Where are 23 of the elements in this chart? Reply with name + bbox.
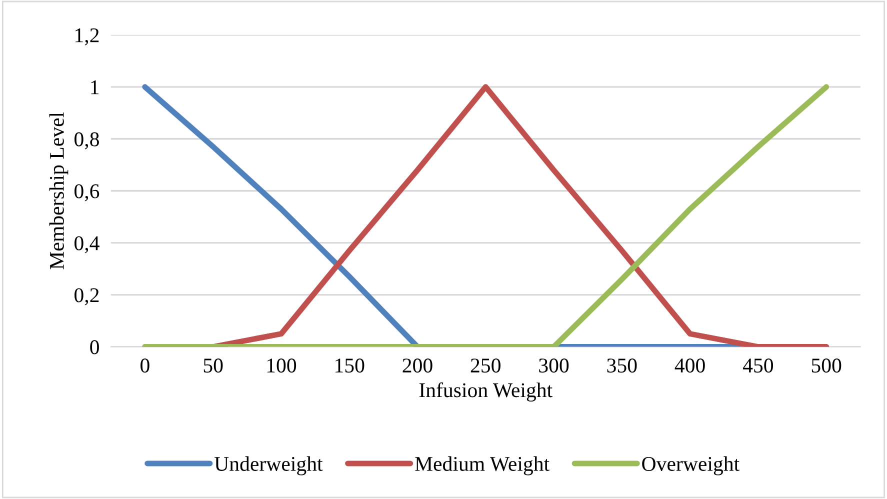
- y-tick-label: 0,4: [74, 236, 100, 254]
- x-tick-label: 50: [204, 358, 223, 373]
- x-axis-title: Infusion Weight: [419, 382, 552, 402]
- legend-label: Overweight: [642, 456, 740, 476]
- legend-label: Medium Weight: [415, 456, 550, 476]
- x-tick-label: 350: [607, 358, 637, 373]
- x-tick-label: 250: [470, 358, 500, 373]
- y-axis-title: Membership Level: [49, 112, 68, 270]
- y-tick-label: 0,6: [74, 184, 100, 202]
- x-tick-label: 150: [336, 358, 364, 373]
- y-tick-label: 0: [90, 340, 99, 354]
- x-tick-label: 0: [140, 358, 150, 373]
- legend-label: Underweight: [214, 456, 323, 476]
- x-tick-label: 450: [742, 358, 774, 373]
- y-tick-label: 1: [91, 80, 99, 94]
- y-tick-label: 1,2: [76, 28, 99, 46]
- x-tick-label: 100: [267, 358, 296, 373]
- x-tick-label: 300: [539, 358, 569, 373]
- x-tick-label: 500: [812, 358, 842, 373]
- x-tick-label: 200: [402, 358, 432, 373]
- x-tick-label: 400: [674, 358, 705, 373]
- y-tick-label: 0,8: [74, 132, 99, 150]
- y-tick-label: 0,2: [74, 288, 99, 306]
